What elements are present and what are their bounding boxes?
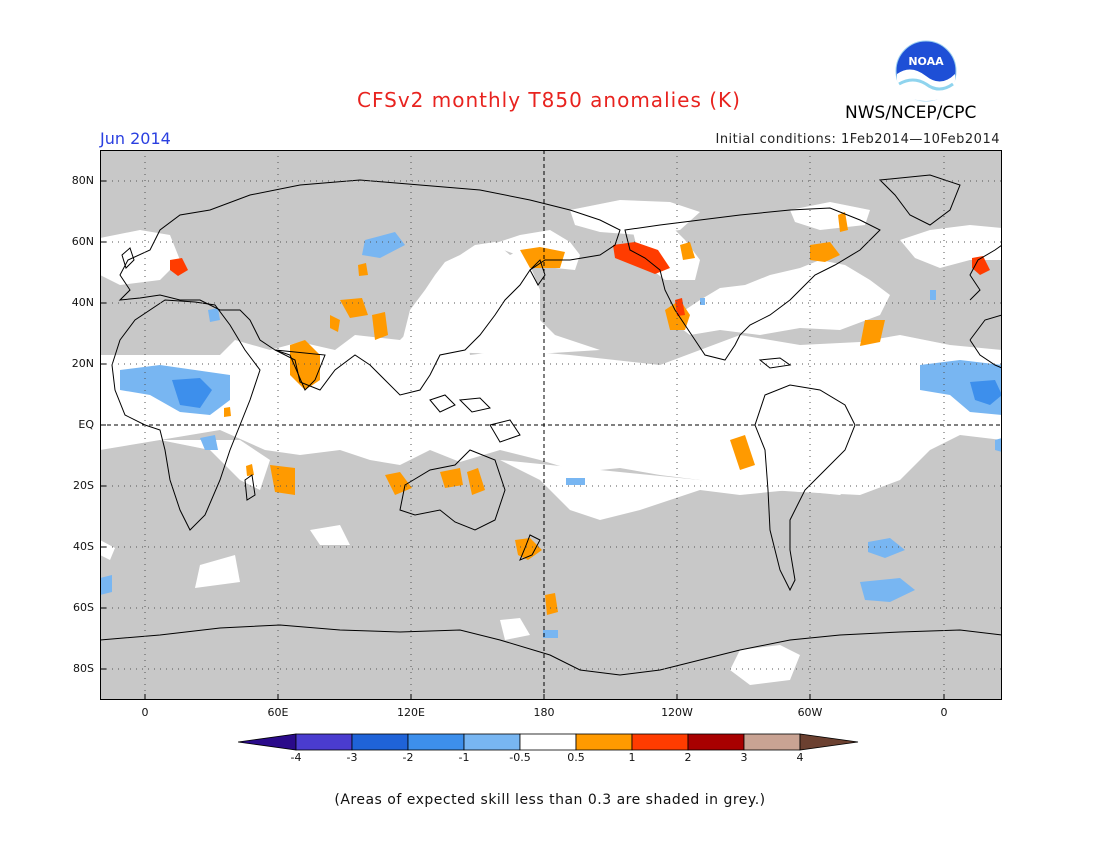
lon-label-60w: 60W [797,706,823,719]
lat-label-40n: 40N [71,296,94,309]
map-title: CFSv2 monthly T850 anomalies (K) [357,88,741,112]
colorbar-swatch [351,733,409,751]
colorbar-tick-label: 4 [796,751,804,764]
lat-label-60n: 60N [71,235,94,248]
graticule [100,150,1002,700]
neutral-regions [100,200,1002,685]
lat-label-40s: 40S [73,540,94,553]
skill-note: (Areas of expected skill less than 0.3 a… [334,792,766,808]
lat-label-80n: 80N [71,174,94,187]
colorbar-swatch [519,733,577,751]
lat-label-20s: 20S [73,479,94,492]
logo-text: NOAA [908,55,944,68]
coastlines [100,174,1002,676]
colorbar-swatch [295,733,353,751]
lon-label-180: 180 [533,706,555,719]
forecast-month: Jun 2014 [100,129,171,148]
colorbar-swatch [407,733,465,751]
initial-conditions: Initial conditions: 1Feb2014—10Feb2014 [715,132,1000,147]
colorbar-tick-label: 2 [684,751,692,764]
lon-label-120e: 120E [397,706,425,719]
colorbar-swatch [743,733,801,751]
lat-label-20n: 20N [71,357,94,370]
colorbar-swatch [687,733,745,751]
lon-label-0-east: 0 [940,706,948,719]
lat-label-eq: EQ [78,418,94,431]
lon-label-60e: 60E [267,706,289,719]
lon-label-120w: 120W [661,706,693,719]
colorbar-tick-label: -3 [346,751,358,764]
colorbar-swatch [463,733,521,751]
axis-ticks [100,180,945,700]
colorbar-tick-label: -2 [402,751,414,764]
colorbar-swatch [631,733,689,751]
lon-label-0: 0 [141,706,149,719]
colorbar-tick-label: -4 [290,751,302,764]
colorbar-tick-label: -0.5 [509,751,531,764]
colorbar-tick-label: 0.5 [567,751,585,764]
colorbar-tick-label: -1 [458,751,470,764]
colorbar-tick-label: 3 [740,751,748,764]
noaa-logo: NOAA [895,40,957,102]
equator-dateline [100,150,1002,700]
organization-label: NWS/NCEP/CPC [845,103,977,123]
colorbar-swatch-above-max [799,733,859,751]
anomaly-map [100,150,1002,700]
colorbar-swatch-below-min [238,733,297,751]
moderate-cool-anomaly-regions [172,378,1002,408]
color-scale-bar [238,733,859,751]
colorbar-tick-label: 1 [628,751,636,764]
lat-label-80s: 80S [73,662,94,675]
lat-label-60s: 60S [73,601,94,614]
colorbar-swatch [575,733,633,751]
